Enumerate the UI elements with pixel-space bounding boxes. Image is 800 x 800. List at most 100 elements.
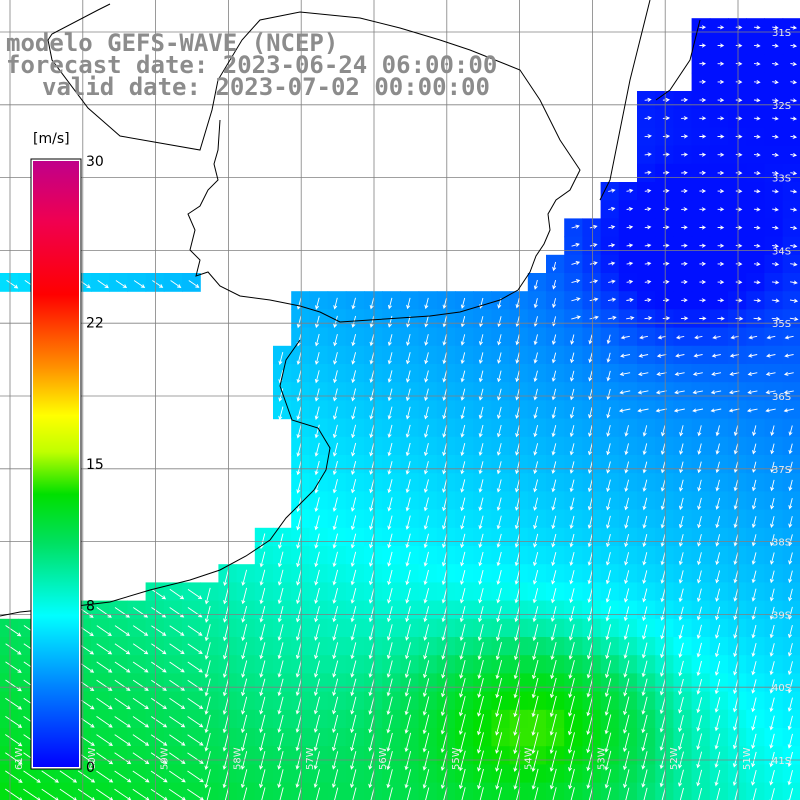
wind-arrow xyxy=(331,732,339,752)
wind-arrow xyxy=(406,334,411,347)
wind-arrow xyxy=(696,697,703,714)
wind-arrow xyxy=(717,152,725,157)
wind-arrow xyxy=(771,298,780,303)
wind-arrow xyxy=(296,406,302,421)
wind-arrow xyxy=(753,207,761,212)
lat-label: 40S xyxy=(772,683,791,694)
wind-arrow xyxy=(533,479,539,493)
speed-cell xyxy=(72,782,92,800)
wind-arrow xyxy=(204,660,211,679)
wind-arrow xyxy=(715,570,721,584)
wind-arrow xyxy=(753,280,761,285)
wind-arrow xyxy=(692,390,703,395)
speed-cell xyxy=(91,782,110,800)
wind-arrow xyxy=(769,715,775,731)
wind-arrow xyxy=(458,768,466,790)
wind-arrow xyxy=(133,607,149,618)
wind-arrow xyxy=(386,696,393,715)
wind-arrow xyxy=(733,642,739,658)
wind-arrow xyxy=(769,534,775,547)
wind-arrow xyxy=(169,661,185,673)
wind-arrow xyxy=(296,460,302,476)
wind-arrow xyxy=(333,352,338,365)
wind-arrow xyxy=(442,388,448,402)
wind-arrow xyxy=(772,207,779,212)
wind-arrow xyxy=(748,335,758,340)
wind-arrow xyxy=(717,43,725,48)
wind-arrow xyxy=(644,261,652,266)
wind-arrow xyxy=(586,768,594,790)
wind-arrow xyxy=(440,714,448,735)
wind-arrow xyxy=(735,61,743,66)
wind-arrow xyxy=(753,316,762,321)
wind-arrow xyxy=(571,261,581,266)
wind-arrow xyxy=(588,334,593,345)
wind-arrow xyxy=(132,734,150,746)
wind-arrow xyxy=(351,442,357,457)
wind-arrow xyxy=(624,552,630,566)
wind-arrow xyxy=(569,425,575,438)
wind-arrow xyxy=(513,750,521,773)
wind-arrow xyxy=(661,787,666,800)
wind-arrow xyxy=(204,642,211,660)
wind-arrow xyxy=(514,497,520,511)
wind-arrow xyxy=(623,588,630,603)
wind-arrow xyxy=(642,552,648,566)
wind-arrow xyxy=(513,659,521,680)
wind-arrow xyxy=(314,660,320,678)
wind-arrow xyxy=(717,243,725,248)
wind-arrow xyxy=(497,334,502,346)
wind-arrow xyxy=(717,298,725,303)
wind-vectors xyxy=(4,25,799,800)
wind-arrow xyxy=(350,515,357,531)
wind-arrow xyxy=(4,788,23,800)
model-title: modelo GEFS-WAVE (NCEP) xyxy=(6,29,339,57)
wind-arrow xyxy=(369,442,375,457)
wind-arrow xyxy=(533,533,539,548)
wind-arrow xyxy=(606,425,611,437)
wind-arrow xyxy=(114,661,131,673)
wind-arrow xyxy=(314,388,320,402)
wind-arrow xyxy=(623,769,630,789)
wind-arrow xyxy=(150,752,168,765)
wind-arrow xyxy=(423,479,429,493)
wind-arrow xyxy=(405,624,411,641)
wind-arrow xyxy=(478,316,484,328)
wind-arrow xyxy=(660,606,666,621)
wind-arrow xyxy=(478,588,484,604)
wind-arrow xyxy=(642,533,648,548)
wind-arrow xyxy=(405,424,411,438)
wind-arrow xyxy=(772,171,779,176)
wind-arrow xyxy=(619,371,631,377)
wind-arrow xyxy=(332,551,338,568)
wind-arrow xyxy=(422,750,430,771)
wind-arrow xyxy=(533,406,538,419)
wind-arrow xyxy=(751,497,757,510)
wind-arrow xyxy=(753,189,761,194)
wind-arrow xyxy=(717,79,725,84)
wind-arrow xyxy=(424,424,429,438)
wind-arrow xyxy=(787,697,793,712)
wind-arrow xyxy=(787,679,793,694)
wind-arrow xyxy=(296,370,302,384)
wind-arrow xyxy=(259,624,266,641)
wind-arrow xyxy=(751,516,757,529)
wind-arrow xyxy=(551,352,557,364)
wind-arrow xyxy=(626,188,634,193)
wind-arrow xyxy=(96,716,113,728)
wind-arrow xyxy=(769,552,775,565)
wind-arrow xyxy=(769,788,775,800)
wind-arrow xyxy=(624,479,630,493)
colorbar-tick-label: 8 xyxy=(86,598,95,614)
wind-arrow xyxy=(387,587,393,604)
wind-arrow xyxy=(675,353,685,358)
wind-arrow xyxy=(751,552,757,565)
wind-arrow xyxy=(570,334,575,345)
wind-arrow xyxy=(59,788,77,800)
wind-arrow xyxy=(571,315,582,320)
lat-label: 34S xyxy=(772,246,791,257)
wind-arrow xyxy=(222,769,230,789)
wind-arrow xyxy=(169,607,185,618)
wind-arrow xyxy=(586,750,594,772)
wind-arrow xyxy=(733,497,739,510)
